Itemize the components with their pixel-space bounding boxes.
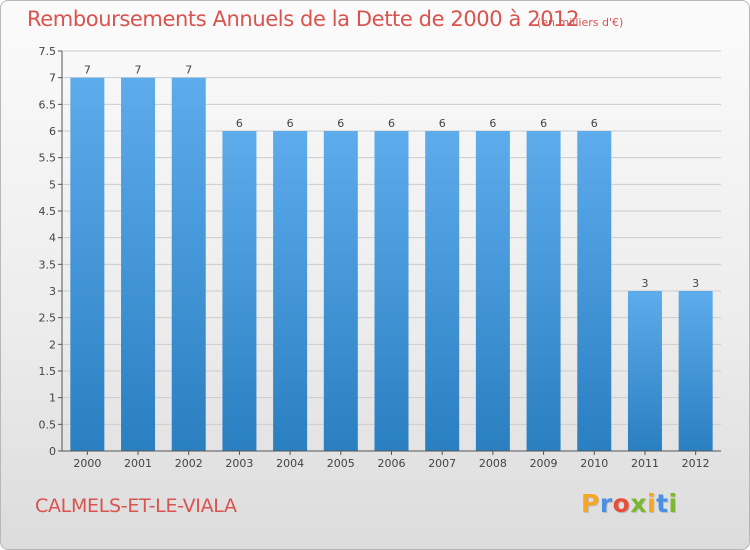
x-tick-label: 2001 [124,457,152,470]
y-tick-label: 2 [49,338,56,351]
logo-letter: i [668,489,678,518]
x-tick-label: 2012 [682,457,710,470]
bar-value-label: 6 [591,117,598,130]
bar-value-label: 6 [236,117,243,130]
bar-value-label: 6 [489,117,496,130]
bar [678,291,713,451]
y-tick-label: 0 [49,445,56,458]
bar-value-label: 6 [439,117,446,130]
bar [222,131,257,451]
bars [70,77,713,452]
bar [121,77,156,452]
x-tick-label: 2011 [631,457,659,470]
x-tick-label: 2005 [327,457,355,470]
bar [171,77,206,452]
x-tick-label: 2002 [175,457,203,470]
commune-name: CALMELS-ET-LE-VIALA [35,495,237,517]
bar-value-label: 6 [388,117,395,130]
logo-letter: t [656,489,669,518]
bar-value-label: 7 [84,64,91,77]
y-tick-label: 1.5 [39,365,57,378]
y-tick-label: 5 [49,178,56,191]
logo-letter: r [599,489,613,518]
y-tick-label: 3 [49,285,56,298]
y-tick-label: 3.5 [39,258,57,271]
x-tick-label: 2006 [378,457,406,470]
bar [627,291,662,451]
bar-value-label: 6 [287,117,294,130]
bar-value-label: 6 [337,117,344,130]
chart-subtitle: (en milliers d'€) [537,16,624,29]
bar-value-label: 7 [185,64,192,77]
bar [577,131,612,451]
logo-letter: P [581,489,600,518]
x-tick-label: 2008 [479,457,507,470]
chart-title: Remboursements Annuels de la Dette de 20… [27,7,580,31]
y-tick-label: 6.5 [39,98,57,111]
y-tick-label: 1 [49,392,56,405]
bar [273,131,308,451]
y-tick-label: 2.5 [39,312,57,325]
x-tick-label: 2000 [73,457,101,470]
bar-value-label: 7 [135,64,142,77]
bar-value-label: 6 [540,117,547,130]
logo-letter: x [630,489,647,518]
y-tick-label: 4.5 [39,205,57,218]
x-tick-label: 2007 [428,457,456,470]
x-tick-label: 2004 [276,457,304,470]
x-tick-label: 2009 [530,457,558,470]
y-tick-label: 7.5 [39,45,57,58]
y-tick-label: 7 [49,72,56,85]
bar-value-label: 3 [692,277,699,290]
bar [323,131,358,451]
bar-value-label: 3 [641,277,648,290]
bar [70,77,105,452]
value-labels: 7 7 7 6 6 6 6 6 6 6 6 3 3 [84,64,699,290]
proxiti-logo[interactable]: Proxiti [581,489,678,518]
bar [526,131,561,451]
axes: 0 0.5 1 1.5 2 2.5 3 3.5 4 4.5 5 5.5 6 6.5 7 7.5 2000 2001… [39,45,721,470]
bar [425,131,460,451]
x-tick-label: 2010 [580,457,608,470]
y-tick-label: 6 [49,125,56,138]
bar [475,131,510,451]
logo-letter: o [612,489,631,518]
x-tick-label: 2003 [225,457,253,470]
logo-letter: i [647,489,657,518]
y-tick-label: 0.5 [39,418,57,431]
y-tick-label: 4 [49,232,56,245]
y-tick-label: 5.5 [39,152,57,165]
bar [374,131,409,451]
